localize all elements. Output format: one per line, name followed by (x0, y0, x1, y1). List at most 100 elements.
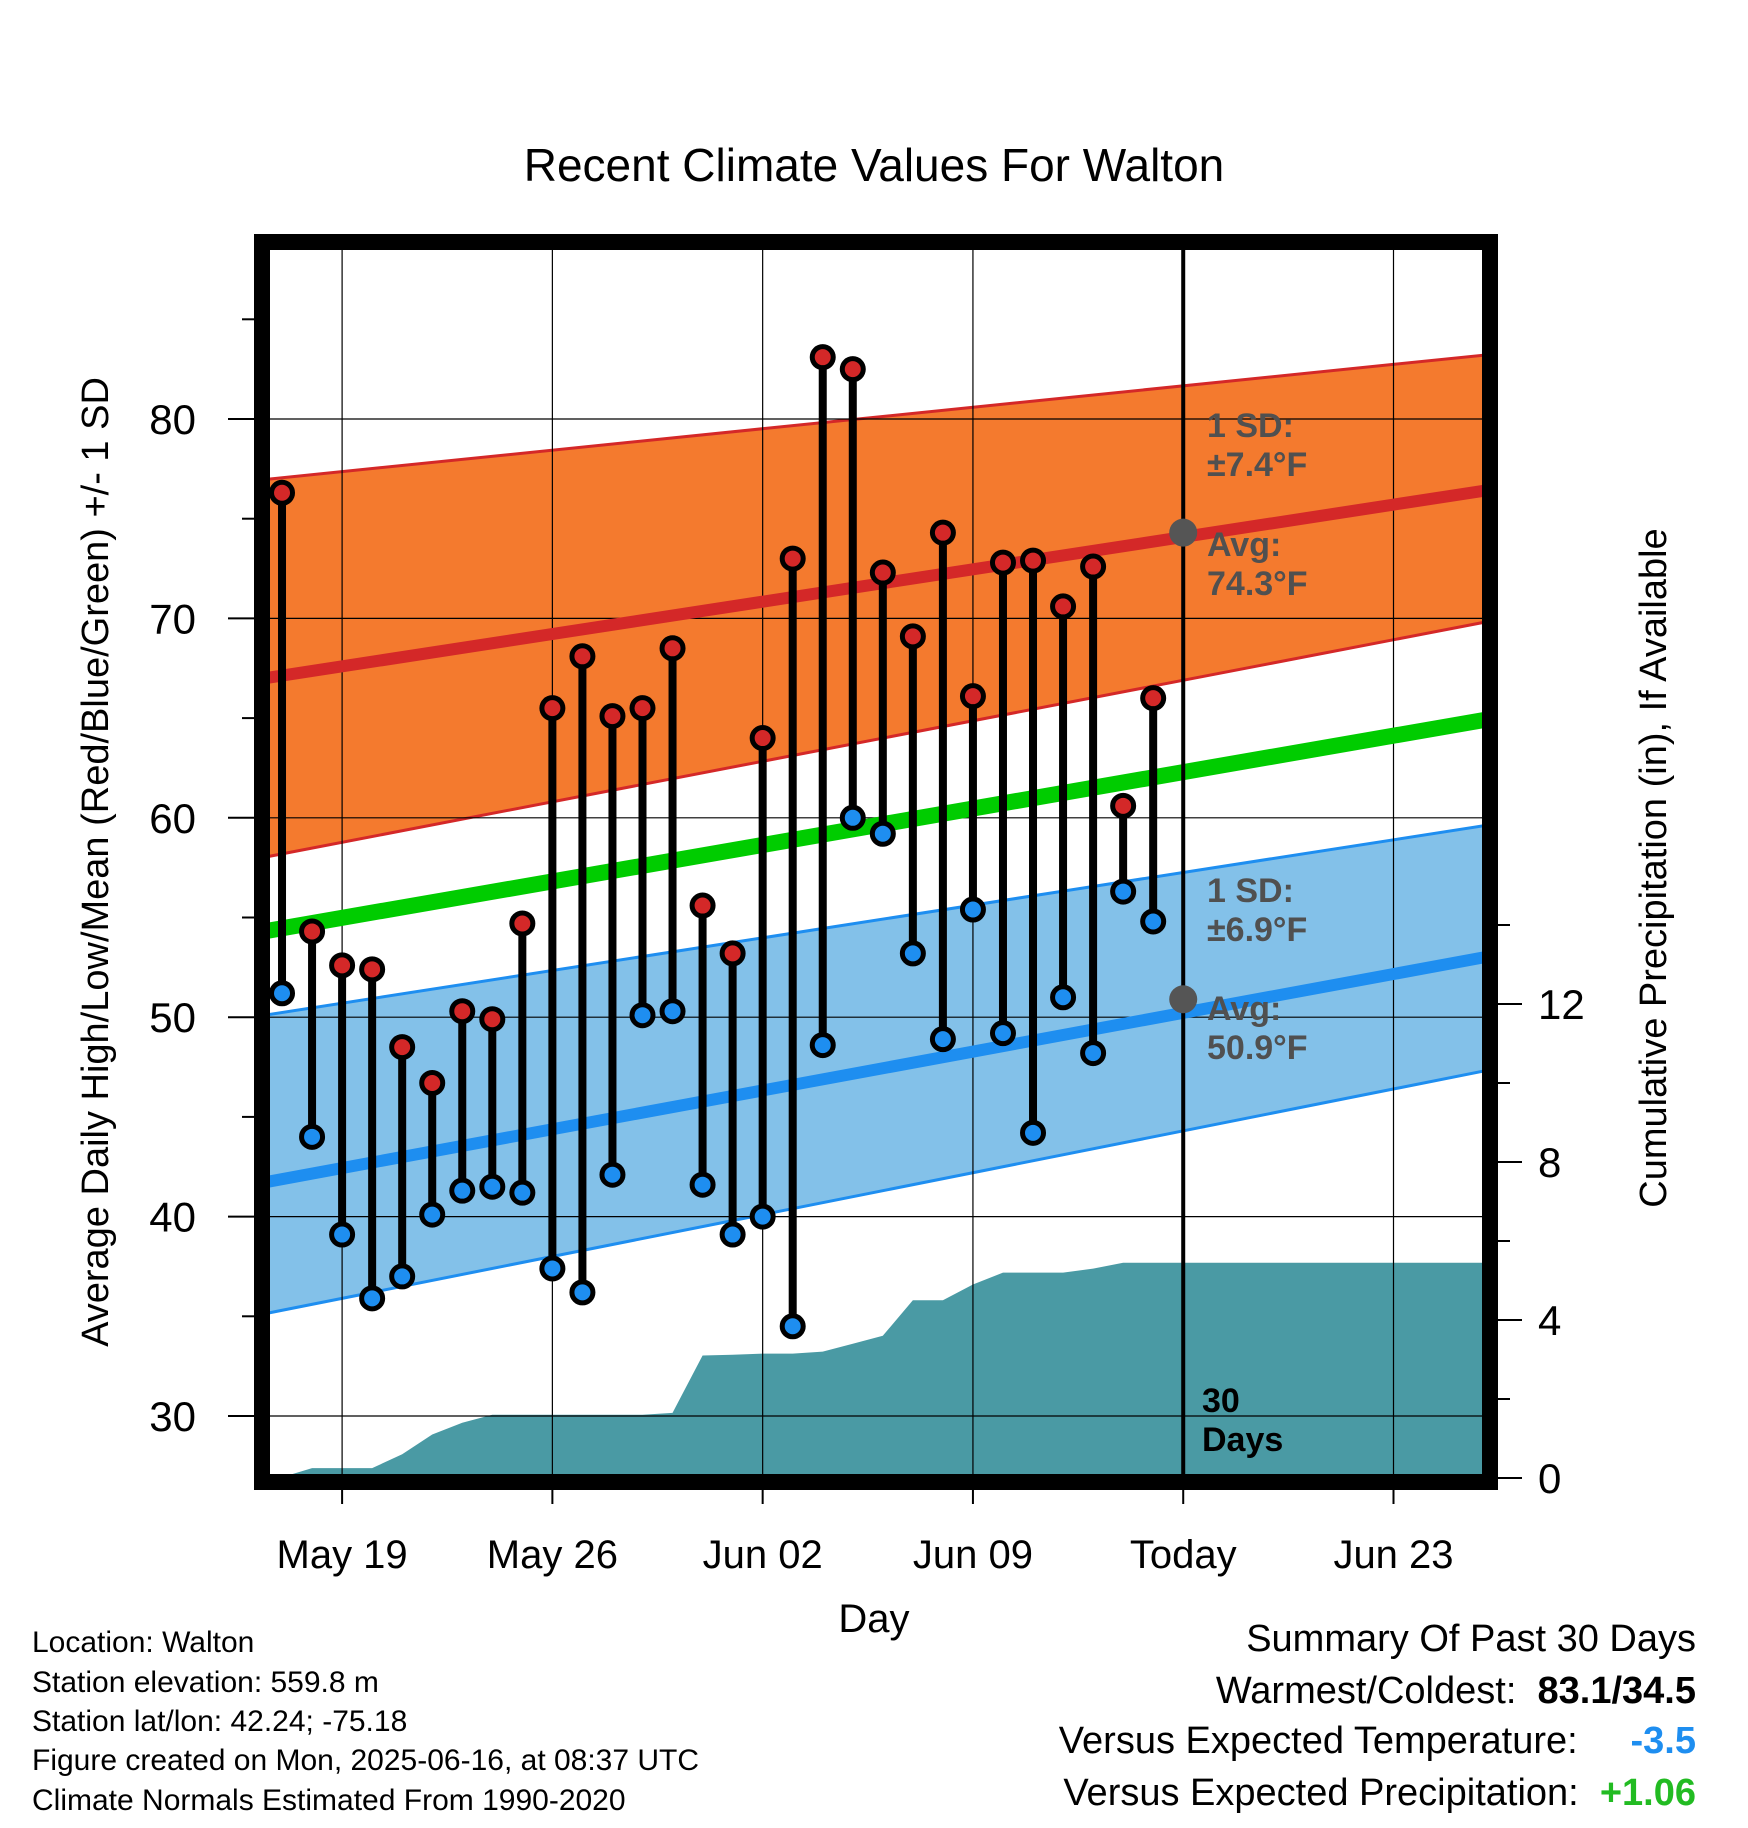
high-band-upper-edge (270, 353, 1482, 481)
low-avg-label: Avg: 50.9°F (1207, 990, 1308, 1067)
y2-tick-label: 0 (1538, 1455, 1561, 1502)
high-point (689, 892, 716, 919)
high-point (359, 956, 386, 983)
window-label: 30 Days (1202, 1382, 1283, 1459)
high-point (959, 683, 986, 710)
high-point (719, 940, 746, 967)
summary-warmest-label: Warmest/Coldest: (1215, 1670, 1517, 1712)
low-point (1020, 1119, 1047, 1146)
summary-precip: Versus Expected Precipitation: +1.06 (1063, 1772, 1696, 1815)
y-tick-label: 40 (149, 1194, 196, 1241)
high-point (299, 918, 326, 945)
high-point (749, 725, 776, 752)
low-band-upper-edge (270, 824, 1482, 1016)
low-point (479, 1173, 506, 1200)
high-point (839, 356, 866, 383)
low-point (1140, 908, 1167, 935)
today-low-avg-marker (1169, 985, 1198, 1014)
low-point (929, 1026, 956, 1053)
low-point (1050, 984, 1077, 1011)
high-point (629, 695, 656, 722)
plot-area: 1 SD: ±7.4°F Avg: 74.3°F 1 SD: ±6.9°F Avg: 50.9… (270, 250, 1482, 1474)
x-tick-label: Jun 09 (913, 1533, 1033, 1577)
plot-frame (254, 234, 1498, 1490)
high-point (599, 703, 626, 730)
x-tick-label: Jun 23 (1333, 1533, 1453, 1577)
high-point (1110, 792, 1137, 819)
latlon-text: Station lat/lon: 42.24; -75.18 (32, 1705, 408, 1738)
low-point (869, 820, 896, 847)
low-point (839, 804, 866, 831)
high-point (419, 1070, 446, 1097)
summary-precip-value: +1.06 (1599, 1772, 1696, 1814)
x-tick-label: Jun 02 (703, 1533, 823, 1577)
low-point (569, 1279, 596, 1306)
low-band-lower-edge (270, 1069, 1482, 1315)
high-avg-line (270, 484, 1482, 684)
summary-warmest: Warmest/Coldest: 83.1/34.5 (1216, 1670, 1696, 1713)
y-tick-label: 70 (149, 595, 196, 642)
low-point (959, 896, 986, 923)
low-point (689, 1171, 716, 1198)
high-band-lower-edge (270, 621, 1482, 858)
x-tick-label: Today (1130, 1533, 1237, 1577)
high-point (449, 998, 476, 1025)
created-text: Figure created on Mon, 2025-06-16, at 08… (32, 1744, 700, 1777)
low-point (299, 1123, 326, 1150)
y-axis-title: Average Daily High/Low/Mean (Red/Blue/Gr… (75, 377, 117, 1347)
low-point (809, 1032, 836, 1059)
low-point (509, 1179, 536, 1206)
high-point (869, 559, 896, 586)
low-point (539, 1255, 566, 1282)
high-sd-band (270, 355, 1482, 857)
low-point (270, 980, 296, 1007)
low-point (719, 1221, 746, 1248)
y2-tick-label: 8 (1538, 1139, 1561, 1186)
summary-temp: Versus Expected Temperature: -3.5 (1059, 1720, 1696, 1763)
high-point (809, 344, 836, 371)
y2-tick-label: 12 (1538, 981, 1585, 1028)
y-tick-label: 30 (149, 1393, 196, 1440)
y2-tick-label: 4 (1538, 1297, 1561, 1344)
low-avg-line (270, 951, 1482, 1188)
y-tick-label: 60 (149, 795, 196, 842)
high-point (569, 643, 596, 670)
y-tick-label: 80 (149, 396, 196, 443)
summary-temp-label: Versus Expected Temperature: (1058, 1720, 1578, 1762)
high-sd-label: 1 SD: ±7.4°F (1207, 407, 1307, 484)
y2-axis-title: Cumulative Precipitation (in), If Availa… (1633, 528, 1675, 1207)
elevation-text: Station elevation: 559.8 m (32, 1666, 379, 1699)
low-point (359, 1285, 386, 1312)
low-point (599, 1161, 626, 1188)
low-point (389, 1263, 416, 1290)
high-point (479, 1006, 506, 1033)
precip-area (292, 1262, 1482, 1474)
high-avg-label: Avg: 74.3°F (1207, 526, 1308, 603)
low-point (419, 1201, 446, 1228)
high-point (659, 635, 686, 662)
low-point (779, 1313, 806, 1340)
y-tick-label: 50 (149, 994, 196, 1041)
low-sd-label: 1 SD: ±6.9°F (1207, 872, 1307, 949)
low-point (449, 1177, 476, 1204)
location-text: Location: Walton (32, 1626, 255, 1659)
low-point (1110, 878, 1137, 905)
summary-heading: Summary Of Past 30 Days (1246, 1618, 1696, 1660)
low-point (329, 1221, 356, 1248)
x-tick-label: May 19 (277, 1533, 408, 1577)
high-point (929, 519, 956, 546)
high-point (1050, 593, 1077, 620)
low-point (989, 1020, 1016, 1047)
low-point (749, 1203, 776, 1230)
high-point (1080, 553, 1107, 580)
x-tick-label: May 26 (487, 1533, 618, 1577)
today-high-avg-marker (1169, 518, 1198, 547)
high-point (389, 1034, 416, 1061)
high-point (329, 952, 356, 979)
high-point (270, 479, 296, 506)
high-point (989, 549, 1016, 576)
x-axis-title: Day (838, 1597, 909, 1641)
summary-precip-label: Versus Expected Precipitation: (1063, 1772, 1579, 1814)
mean-normal-line (270, 712, 1482, 939)
